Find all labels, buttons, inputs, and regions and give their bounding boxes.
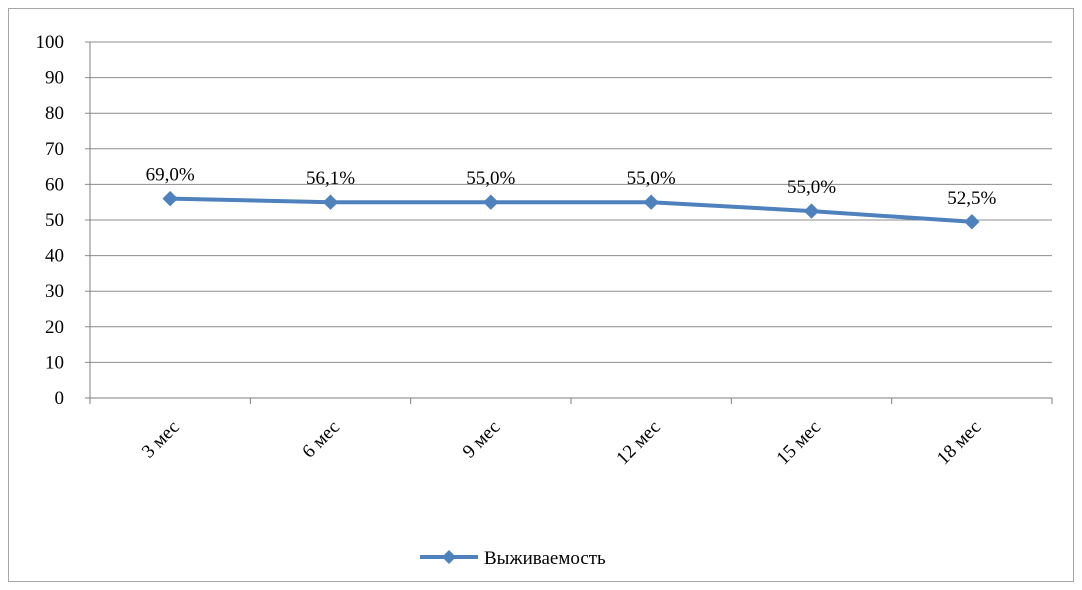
legend: Выживаемость: [420, 548, 606, 569]
x-tick-label: 6 мес: [298, 417, 344, 463]
x-tick-label: 12 мес: [612, 417, 664, 469]
data-point: [643, 194, 659, 210]
y-tick-label: 100: [36, 32, 65, 53]
y-tick-label: 80: [45, 103, 64, 124]
chart-frame: [8, 8, 1074, 582]
y-tick-label: 20: [45, 317, 64, 338]
data-label: 56,1%: [306, 168, 355, 189]
data-point: [964, 214, 980, 230]
x-tick-label: 9 мес: [459, 417, 505, 463]
series-layer: [162, 190, 980, 230]
data-point: [322, 194, 339, 210]
y-tick-label: 10: [45, 352, 64, 373]
data-point: [803, 203, 820, 219]
y-tick-label: 30: [45, 281, 64, 302]
data-label: 69,0%: [146, 165, 195, 186]
gridlines: [85, 41, 1052, 399]
x-tick-label: 18 мес: [933, 417, 985, 469]
y-tick-label: 70: [45, 139, 64, 160]
y-axis-ticks: 0 10 20 30 40 50 60 70 80 90 100: [36, 32, 65, 409]
data-labels: 69,0% 56,1% 55,0% 55,0% 55,0% 52,5%: [146, 165, 997, 209]
data-label: 55,0%: [787, 177, 836, 198]
legend-marker-swatch: [442, 550, 456, 564]
data-label: 55,0%: [466, 168, 515, 189]
y-tick-label: 50: [45, 210, 64, 231]
y-tick-label: 0: [55, 388, 65, 409]
data-label: 55,0%: [627, 168, 676, 189]
series-line: [168, 196, 974, 224]
y-tick-label: 90: [45, 68, 64, 89]
data-label: 52,5%: [947, 188, 996, 209]
y-tick-label: 60: [45, 174, 64, 195]
data-point: [483, 194, 499, 210]
legend-entry: Выживаемость: [484, 548, 606, 569]
x-tick-label: 3 мес: [138, 417, 184, 463]
data-point: [162, 190, 178, 207]
y-tick-label: 40: [45, 246, 64, 267]
x-tick-label: 15 мес: [773, 417, 825, 469]
